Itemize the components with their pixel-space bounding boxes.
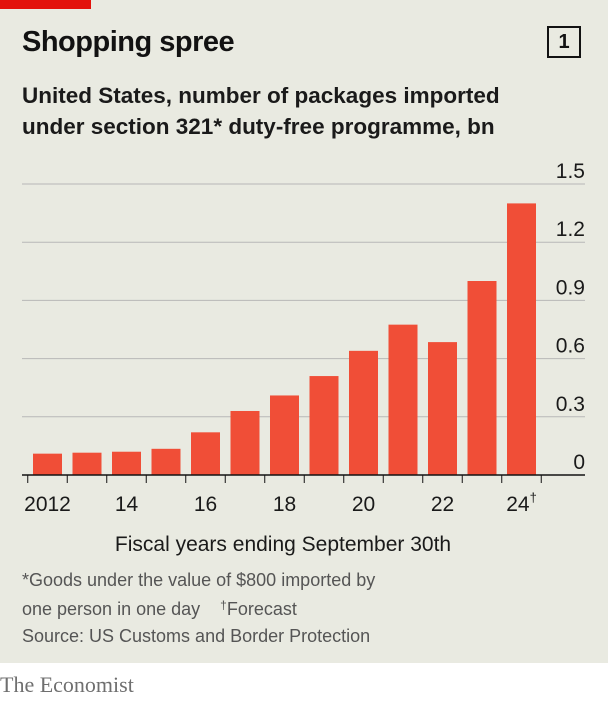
y-tick-label: 0: [573, 451, 585, 474]
chart-subtitle-line2: under section 321* duty-free programme, …: [22, 114, 495, 139]
x-tick-label: 22: [431, 493, 454, 516]
y-tick-label: 0.3: [556, 393, 585, 416]
chart-subtitle-line1: United States, number of packages import…: [22, 83, 500, 108]
x-tick-label: 18: [273, 493, 296, 516]
bar: [270, 395, 299, 475]
footnote-line1: *Goods under the value of $800 imported …: [22, 570, 376, 590]
bar: [309, 376, 339, 475]
bar: [33, 453, 62, 475]
forecast-dagger: †: [220, 598, 227, 612]
bar: [230, 410, 260, 475]
y-tick-label: 0.6: [556, 335, 585, 358]
bar: [428, 342, 457, 475]
x-tick-label: 14: [115, 493, 139, 516]
x-tick-label: 2012: [24, 493, 71, 516]
footnote-line2-text: one person in one day: [22, 599, 201, 619]
chart-panel: [0, 0, 608, 663]
chart-title: Shopping spree: [22, 26, 235, 58]
y-tick-label: 1.2: [556, 218, 585, 241]
y-tick-label: 0.9: [556, 276, 585, 299]
bar: [72, 452, 102, 475]
bar: [467, 281, 497, 475]
brand-red-tab: [0, 0, 91, 9]
bar: [112, 451, 141, 475]
bar: [151, 448, 181, 475]
bar: [388, 324, 418, 475]
footnote-line2: one person in one day †Forecast: [22, 598, 297, 620]
economist-logo: The Economist: [0, 672, 134, 697]
x-tick-label: 24†: [506, 490, 537, 516]
chart-subtitle: United States, number of packages import…: [22, 80, 582, 142]
forecast-note: Forecast: [226, 599, 297, 619]
x-tick-dagger: †: [530, 490, 537, 505]
x-tick-label: 16: [194, 493, 217, 516]
x-tick-label: 20: [352, 493, 375, 516]
bar: [507, 203, 536, 475]
bar: [349, 350, 378, 475]
bar-chart: 0 0.3 0.6 0.9 1.2 1.5 2012 14 16 18 20 22 24† Fiscal …: [22, 160, 585, 556]
bar: [191, 432, 220, 475]
source-note: Source: US Customs and Border Protection: [22, 626, 371, 646]
x-axis-title: Fiscal years ending September 30th: [115, 533, 451, 556]
chart-number-badge: 1: [547, 26, 581, 58]
y-tick-label: 1.5: [556, 160, 585, 183]
